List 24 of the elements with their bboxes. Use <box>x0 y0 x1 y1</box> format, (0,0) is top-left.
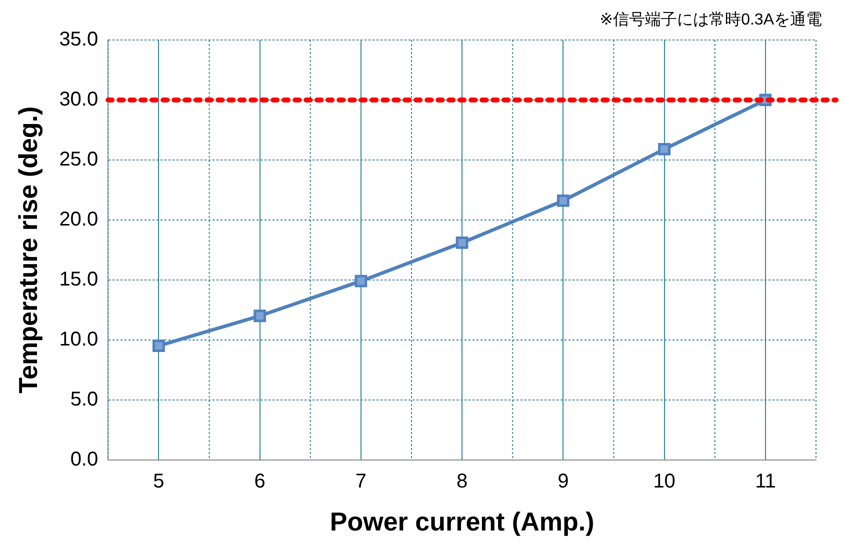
x-axis-title: Power current (Amp.) <box>330 506 594 537</box>
y-tick-label: 5.0 <box>70 388 98 410</box>
y-tick-label: 30.0 <box>59 88 98 110</box>
point <box>658 142 671 156</box>
x-tick-label: 8 <box>456 470 468 492</box>
y-tick-label: 0.0 <box>70 448 98 470</box>
y-tick-label: 10.0 <box>59 328 98 350</box>
point <box>354 274 368 288</box>
x-tick-label: 5 <box>153 470 164 492</box>
point <box>556 194 570 207</box>
y-axis-title: Temperature rise (deg.) <box>12 106 43 394</box>
y-tick-label: 25.0 <box>59 148 98 170</box>
x-tick-label: 11 <box>755 470 776 492</box>
point <box>152 340 165 352</box>
y-tick-label: 20.0 <box>59 208 98 230</box>
x-tick-label: 10 <box>653 470 676 492</box>
point <box>456 236 468 249</box>
point <box>254 310 266 322</box>
y-tick-label: 35.0 <box>59 28 98 51</box>
x-tick-label: 6 <box>254 470 266 492</box>
x-tick-label: 7 <box>355 470 366 492</box>
y-tick-label: 15.0 <box>59 268 98 290</box>
x-tick-label: 9 <box>558 470 569 492</box>
text: ※信号端子には常時0.3Aを通電 <box>600 10 822 28</box>
